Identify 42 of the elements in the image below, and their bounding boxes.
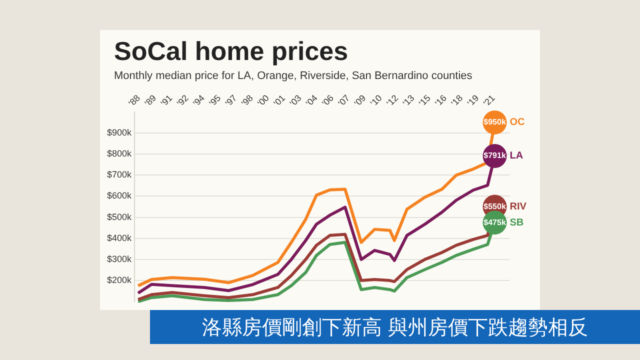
y-tick-label: $500k (106, 212, 132, 222)
series-label: SB (510, 217, 524, 228)
x-tick-label: '94 (191, 92, 206, 108)
series-label: RIV (510, 202, 527, 213)
x-tick-label: '91 (158, 92, 174, 108)
x-tick-label: '13 (400, 92, 416, 108)
x-tick-label: '92 (174, 92, 190, 108)
x-tick-label: '07 (336, 92, 352, 108)
x-tick-label: '97 (223, 92, 239, 108)
data-label: $950k (484, 118, 506, 127)
x-tick-label: '98 (239, 92, 255, 108)
data-label: $550k (484, 202, 506, 211)
series-label: LA (510, 150, 524, 162)
x-tick-label: '04 (304, 92, 320, 108)
x-tick-label: '18 (449, 92, 465, 108)
y-tick-label: $200k (106, 275, 132, 286)
y-tick-label: $800k (106, 148, 132, 159)
text: 洛縣房價剛創下新高 與州房價下跌趨勢相反 (150, 310, 640, 344)
y-tick-label: $400k (106, 232, 132, 243)
x-tick-label: '10 (368, 92, 384, 108)
x-tick-label: '15 (416, 92, 432, 108)
x-tick-label: '06 (320, 92, 336, 108)
x-tick-label: '88 (126, 92, 142, 108)
data-label: $791k (484, 151, 506, 160)
x-tick-label: '21 (481, 92, 497, 108)
y-tick-label: $300k (106, 254, 132, 264)
chart-title: SoCal home prices (114, 36, 348, 67)
x-tick-label: '09 (352, 92, 368, 108)
x-tick-label: '00 (256, 92, 271, 108)
x-tick-label: '89 (142, 92, 158, 108)
y-tick-label: $700k (106, 170, 132, 180)
x-tick-label: '19 (465, 92, 481, 108)
x-tick-label: '95 (207, 92, 223, 108)
x-tick-label: '12 (384, 92, 400, 108)
x-tick-label: '01 (272, 92, 288, 108)
y-tick-label: $600k (106, 190, 132, 201)
series-label: OC (510, 117, 525, 128)
data-label: $475k (484, 218, 506, 227)
x-tick-label: '16 (433, 92, 448, 108)
chart-subtitle: Monthly median price for LA, Orange, Riverside, San Bernardino counties (114, 70, 472, 82)
x-tick-label: '03 (288, 92, 304, 108)
y-tick-label: $900k (106, 127, 132, 138)
